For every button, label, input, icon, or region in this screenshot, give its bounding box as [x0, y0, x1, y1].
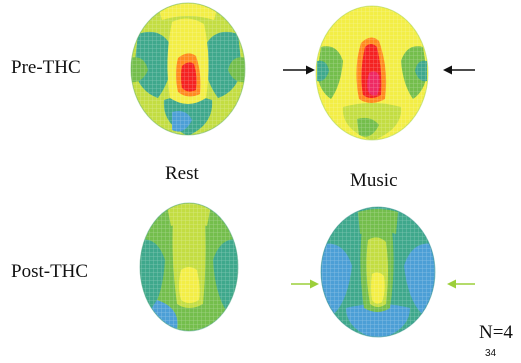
music-label: Music	[350, 170, 398, 191]
sample-size-label: N=4	[479, 322, 513, 343]
arrow-right-icon	[291, 279, 319, 289]
pre-thc-label: Pre-THC	[11, 57, 81, 78]
post-thc-label: Post-THC	[11, 261, 89, 282]
brain-map-pre-thc-music	[315, 5, 429, 141]
rest-label: Rest	[165, 163, 199, 184]
brain-map-pre-thc-rest	[130, 2, 246, 136]
brain-map-post-thc-rest	[139, 202, 239, 332]
brain-map-post-thc-music	[320, 206, 436, 338]
arrow-left-icon	[447, 279, 475, 289]
arrow-right-icon	[283, 65, 315, 75]
arrow-left-icon	[443, 65, 475, 75]
page-number: 34	[485, 348, 497, 359]
